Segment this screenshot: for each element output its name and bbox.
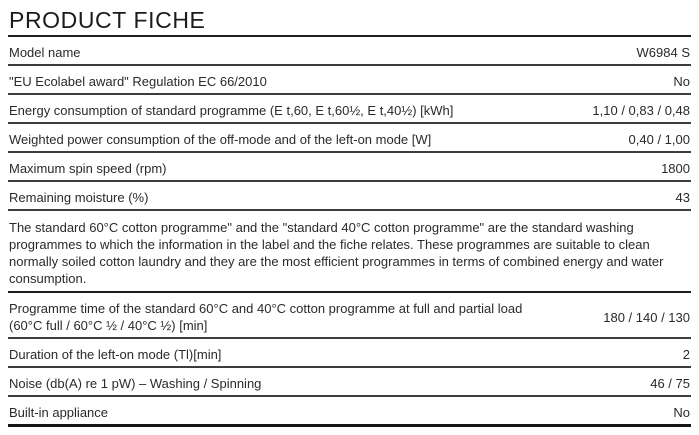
table-row-remaining-moisture: Remaining moisture (%) 43: [8, 182, 691, 211]
row-label: Model name: [9, 45, 81, 60]
row-value: 43: [675, 190, 690, 205]
table-row-model-name: Model name W6984 S: [8, 37, 691, 66]
row-value: 180 / 140 / 130: [603, 309, 690, 325]
table-row-energy-consumption: Energy consumption of standard programme…: [8, 95, 691, 124]
table-row-built-in-appliance: Built-in appliance No: [8, 397, 691, 427]
row-value: 2: [682, 347, 690, 362]
row-label: Weighted power consumption of the off-mo…: [9, 132, 432, 147]
row-value: 1,10 / 0,83 / 0,48: [592, 103, 690, 118]
row-label: Maximum spin speed (rpm): [9, 161, 167, 176]
row-label: Duration of the left-on mode (Tl)[min]: [9, 347, 222, 362]
row-label: Built-in appliance: [9, 405, 109, 420]
row-value: 1800: [661, 161, 690, 176]
row-value: 0,40 / 1,00: [628, 132, 690, 147]
table-row-left-on-duration: Duration of the left-on mode (Tl)[min] 2: [8, 339, 691, 368]
row-label: Remaining moisture (%): [9, 190, 149, 205]
row-label: Programme time of the standard 60°C and …: [9, 301, 523, 333]
row-value: 46 / 75: [650, 376, 690, 391]
table-row-programme-time: Programme time of the standard 60°C and …: [8, 293, 691, 339]
row-value: W6984 S: [636, 45, 690, 60]
row-label: Energy consumption of standard programme…: [9, 103, 454, 118]
row-label: "EU Ecolabel award" Regulation EC 66/201…: [9, 74, 267, 89]
row-label: Noise (db(A) re 1 pW) – Washing / Spinni…: [9, 376, 262, 391]
table-row-ecolabel: "EU Ecolabel award" Regulation EC 66/201…: [8, 66, 691, 95]
table-row-power-consumption: Weighted power consumption of the off-mo…: [8, 124, 691, 153]
table-row-noise: Noise (db(A) re 1 pW) – Washing / Spinni…: [8, 368, 691, 397]
standard-programme-note: The standard 60°C cotton programme" and …: [8, 211, 691, 293]
table-row-spin-speed: Maximum spin speed (rpm) 1800: [8, 153, 691, 182]
row-value: No: [673, 405, 690, 420]
row-value: No: [673, 74, 690, 89]
page-title: PRODUCT FICHE: [8, 0, 691, 37]
